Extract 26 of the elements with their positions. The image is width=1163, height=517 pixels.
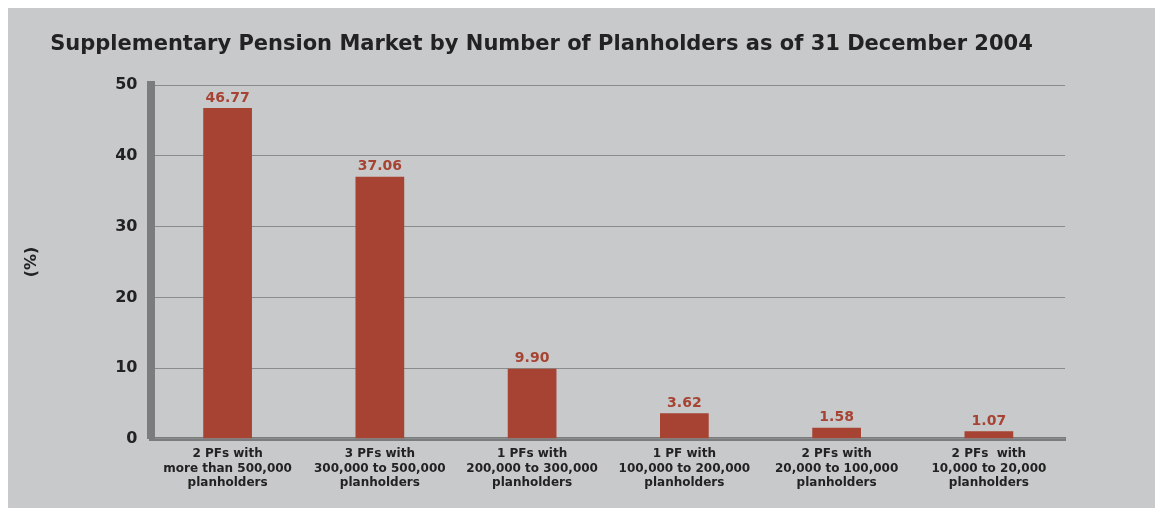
bar [203,108,252,439]
data-label: 46.77 [205,88,250,105]
y-tick-label: 0 [126,427,138,447]
y-tick-label: 10 [115,357,138,377]
data-label: 9.90 [514,349,550,366]
y-axis-title: (%) [20,246,40,278]
x-tick-label: 1 PFs with 200,000 to 300,000 planholders [466,446,598,489]
y-tick-label: 40 [115,145,138,165]
bar [812,427,861,439]
data-label: 3.62 [667,393,702,410]
data-label: 37.06 [357,157,402,174]
y-tick-label: 30 [115,215,138,235]
bar [660,413,709,439]
x-tick-label: 2 PFs with 10,000 to 20,000 planholders [931,446,1047,489]
y-tick-label: 20 [115,286,138,306]
chart-title: Supplementary Pension Market by Number of Planholders as of 31 December 2004 [50,31,1033,56]
x-tick-label: 2 PFs with 20,000 to 100,000 planholders [774,446,899,489]
bar [355,176,405,439]
bar [507,368,557,439]
data-label: 1.07 [971,411,1007,428]
data-label: 1.58 [819,408,854,425]
bar [964,431,1014,439]
x-tick-label: 2 PFs with more than 500,000 planholders [163,446,292,489]
x-tick-label: 3 PFs with 300,000 to 500,000 planholders [314,446,446,489]
y-tick-label: 50 [115,74,138,94]
x-tick-label: 1 PF with 100,000 to 200,000 planholders [618,446,751,489]
